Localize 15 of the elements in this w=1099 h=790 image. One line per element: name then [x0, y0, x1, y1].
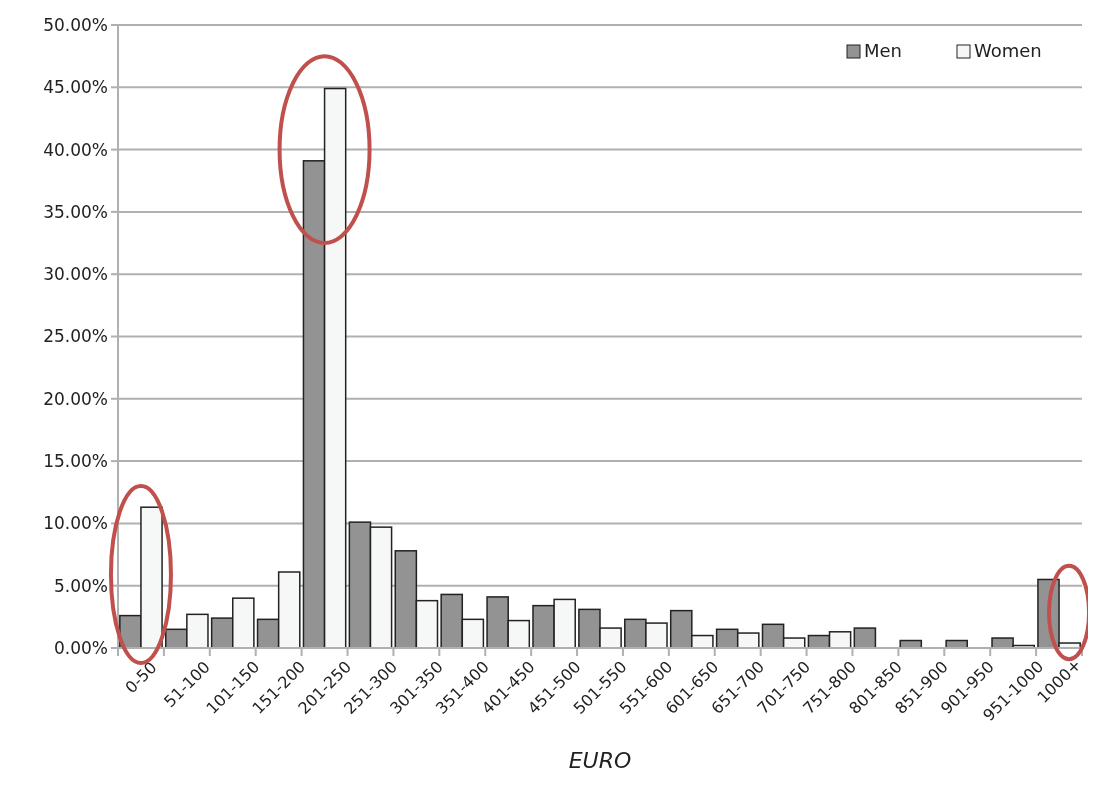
y-tick-label: 35.00%: [43, 201, 108, 222]
bar: [853, 627, 877, 649]
y-tick-label: 25.00%: [43, 326, 108, 347]
y-tick-label: 10.00%: [43, 513, 108, 534]
y-tick-label: 5.00%: [53, 575, 108, 596]
y-tick-label: 20.00%: [43, 388, 108, 409]
y-tick-label: 45.00%: [43, 77, 108, 98]
legend-label: Women: [974, 40, 1042, 61]
y-tick-label: 30.00%: [43, 264, 108, 285]
y-tick-label: 50.00%: [43, 14, 108, 35]
legend-label: Men: [864, 40, 903, 61]
y-tick-label: 40.00%: [43, 139, 108, 160]
y-tick-label: 15.00%: [43, 451, 108, 472]
x-axis-title: EURO: [568, 748, 632, 773]
y-tick-label: 0.00%: [53, 637, 108, 658]
